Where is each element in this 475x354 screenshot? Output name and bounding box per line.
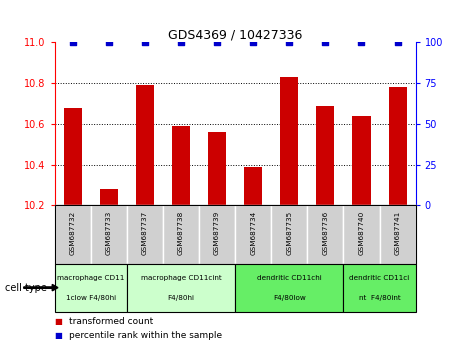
Bar (208, 132, 226, 205)
Bar (271, 205, 307, 264)
Point (105, 40, 113, 45)
Text: macrophage CD11: macrophage CD11 (57, 275, 124, 281)
Bar (136, 85, 154, 205)
Point (69, 40, 76, 45)
Bar (163, 205, 199, 264)
Bar (380, 205, 416, 264)
Text: GSM687741: GSM687741 (395, 211, 400, 256)
Text: GSM687738: GSM687738 (178, 211, 184, 256)
Point (322, 40, 329, 45)
Bar (280, 77, 298, 205)
Bar (352, 116, 370, 205)
Point (213, 40, 221, 45)
Bar (55, 205, 91, 264)
Bar (127, 264, 235, 312)
Bar (199, 205, 235, 264)
Text: GSM687736: GSM687736 (323, 211, 328, 256)
Bar (389, 87, 407, 205)
Point (394, 40, 401, 45)
Point (285, 40, 293, 45)
Bar (127, 205, 163, 264)
Text: transformed count: transformed count (69, 317, 153, 326)
Bar (343, 264, 416, 312)
Text: F4/80hi: F4/80hi (168, 295, 194, 301)
Bar (172, 126, 190, 205)
Bar (55, 264, 127, 312)
Text: dendritic CD11ci: dendritic CD11ci (350, 275, 409, 281)
Bar (343, 205, 380, 264)
Point (358, 40, 365, 45)
Text: GSM687732: GSM687732 (70, 211, 76, 256)
Bar (91, 205, 127, 264)
Bar (235, 205, 271, 264)
Text: cell type: cell type (5, 282, 47, 293)
Text: ■: ■ (55, 317, 63, 326)
Text: percentile rank within the sample: percentile rank within the sample (69, 331, 222, 340)
Bar (64, 108, 82, 205)
Text: F4/80low: F4/80low (273, 295, 305, 301)
Bar (100, 189, 118, 205)
Text: ■: ■ (55, 331, 63, 340)
Text: GSM687739: GSM687739 (214, 211, 220, 256)
Text: GSM687733: GSM687733 (106, 211, 112, 256)
Bar (307, 205, 343, 264)
Text: GSM687740: GSM687740 (359, 211, 364, 256)
Text: GSM687737: GSM687737 (142, 211, 148, 256)
Text: 1clow F4/80hi: 1clow F4/80hi (66, 295, 116, 301)
Bar (244, 167, 262, 205)
Text: nt  F4/80int: nt F4/80int (359, 295, 400, 301)
Bar (316, 105, 334, 205)
Text: macrophage CD11cint: macrophage CD11cint (141, 275, 221, 281)
Text: GSM687735: GSM687735 (286, 211, 292, 256)
Text: GSM687734: GSM687734 (250, 211, 256, 256)
Point (141, 40, 149, 45)
Text: dendritic CD11chi: dendritic CD11chi (257, 275, 322, 281)
Point (249, 40, 257, 45)
Point (177, 40, 185, 45)
Title: GDS4369 / 10427336: GDS4369 / 10427336 (168, 28, 302, 41)
Bar (235, 264, 343, 312)
